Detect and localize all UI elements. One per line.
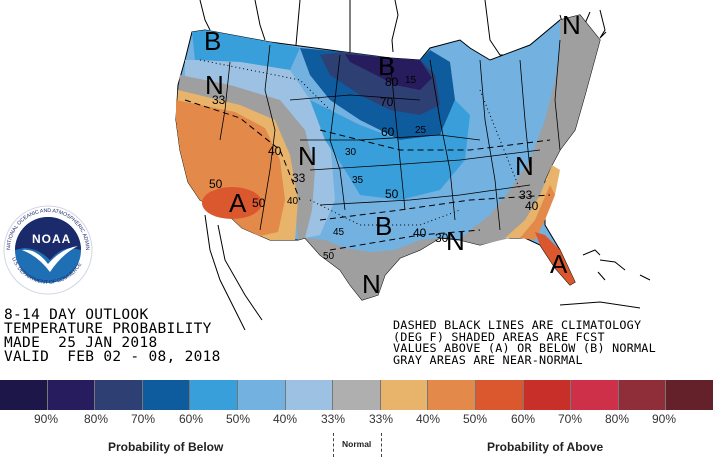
swatch-below-50: [190, 380, 238, 410]
contour-label: 50: [323, 251, 335, 262]
tick-label: 50%: [462, 412, 488, 426]
contour-label: 50: [252, 196, 266, 210]
contour-label: 40: [268, 144, 282, 158]
above-label-florida: A: [550, 249, 568, 279]
swatch-above-60: [523, 380, 572, 410]
tick-label: 40%: [272, 412, 298, 426]
tick-label: 70%: [130, 412, 156, 426]
title-line-1: 8-14 DAY OUTLOOK: [4, 307, 149, 323]
normal-divider-left: [333, 433, 334, 457]
contour-label: 60: [381, 125, 395, 139]
below-label-north-central: B: [378, 51, 396, 81]
contour-label: 33: [212, 93, 226, 107]
normal-label-rockies: N: [298, 141, 317, 171]
tick-label: 80%: [83, 412, 109, 426]
legend-tick-labels: 90% 80% 70% 60% 50% 40% 33% 33% 40% 50% …: [0, 412, 713, 428]
logo-text: NOAA: [32, 232, 72, 246]
tick-label: 33%: [320, 412, 346, 426]
contour-label: 33: [292, 171, 306, 185]
tick-label: 60%: [178, 412, 204, 426]
us-temperature-probability-map: [175, 0, 651, 331]
swatch-above-50: [475, 380, 524, 410]
tick-label: 40%: [415, 412, 441, 426]
swatch-above-70: [571, 380, 619, 410]
tick-label: 60%: [510, 412, 536, 426]
normal-label-northwest: N: [205, 70, 224, 100]
noaa-logo: NATIONAL OCEANIC AND ATMOSPHERIC ADMINIS…: [0, 198, 98, 298]
outlook-map: B N B N A B N N N A N 33 40 50 50 40 33 …: [175, 0, 651, 331]
tick-label: 33%: [368, 412, 394, 426]
tick-label: 90%: [33, 412, 59, 426]
contour-label: 35: [352, 175, 364, 186]
contour-label: 25: [415, 125, 427, 136]
normal-caption: Normal: [342, 439, 372, 449]
swatch-above-80: [618, 380, 667, 410]
contour-label: 40: [413, 226, 427, 240]
below-label-south-central: B: [375, 211, 393, 241]
title-line-2: TEMPERATURE PROBABILITY: [4, 321, 212, 337]
below-caption: Probability of Below: [108, 440, 224, 454]
swatch-below-33: [285, 380, 334, 410]
swatch-below-90: [0, 380, 48, 410]
note-line-3: VALUES ABOVE (A) OR BELOW (B) NORMAL: [393, 341, 656, 355]
swatch-above-90: [666, 380, 713, 410]
valid-dates: VALID FEB 02 - 08, 2018: [4, 349, 221, 365]
contour-label: 40: [525, 199, 539, 213]
note-line-2: (DEG F) SHADED AREAS ARE FCST: [393, 329, 605, 344]
swatch-above-33: [380, 380, 429, 410]
below-label-northwest: B: [204, 26, 222, 56]
note-line-4: GRAY AREAS ARE NEAR-NORMAL: [393, 352, 583, 367]
contour-label: 70: [380, 95, 394, 109]
contour-label: 50: [385, 187, 399, 201]
made-date: MADE 25 JAN 2018: [4, 335, 158, 351]
contour-label: 80: [385, 75, 399, 89]
normal-label-northeast: N: [562, 10, 581, 40]
noaa-emblem-icon: NATIONAL OCEANIC AND ATMOSPHERIC ADMINIS…: [0, 198, 93, 295]
swatch-normal: [333, 380, 381, 410]
outlook-title-block: 8-14 DAY OUTLOOK TEMPERATURE PROBABILITY M…: [4, 307, 221, 365]
contour-label: 40: [287, 196, 299, 207]
tick-label: 70%: [557, 412, 583, 426]
contour-label: 30: [435, 231, 449, 245]
contour-label: 30: [345, 147, 357, 158]
contour-label: 33: [519, 188, 533, 202]
contour-label: 15: [405, 75, 417, 86]
explanation-notes: DASHED BLACK LINES ARE CLIMATOLOGY (DEG F…: [393, 318, 656, 367]
probability-legend-bar: [0, 380, 713, 410]
above-label-southwest: A: [229, 188, 247, 218]
contour-label: 45: [333, 227, 345, 238]
normal-divider-right: [381, 433, 382, 457]
swatch-below-70: [95, 380, 143, 410]
note-line-1: DASHED BLACK LINES ARE CLIMATOLOGY: [393, 318, 642, 332]
contour-label: 50: [209, 177, 223, 191]
normal-label-southeast: N: [515, 151, 534, 181]
tick-label: 50%: [225, 412, 251, 426]
normal-label-gulf: N: [446, 226, 465, 256]
tick-label: 80%: [604, 412, 630, 426]
above-caption: Probability of Above: [487, 440, 604, 454]
swatch-below-40: [237, 380, 286, 410]
swatch-below-60: [142, 380, 191, 410]
tick-label: 90%: [651, 412, 677, 426]
swatch-above-40: [428, 380, 476, 410]
swatch-below-80: [47, 380, 96, 410]
normal-label-texas: N: [362, 269, 381, 299]
